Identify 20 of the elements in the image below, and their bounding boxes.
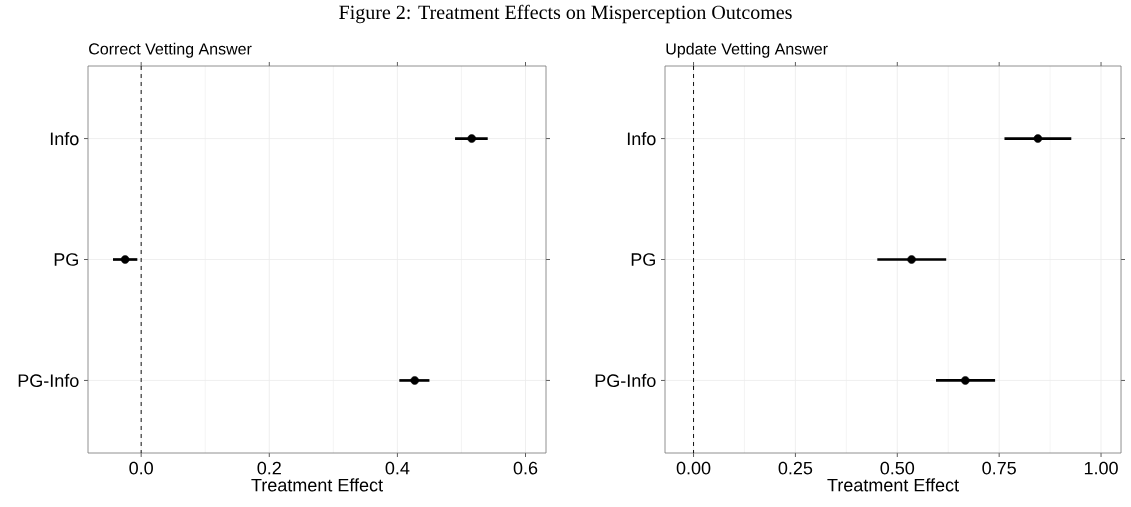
x-tick-label: 0.2 (257, 461, 281, 475)
x-tick-label: 1.00 (1084, 461, 1118, 475)
y-tick-label: PG (631, 253, 655, 266)
x-tick-label: 0.4 (385, 461, 410, 475)
y-tick-label: Info (627, 131, 656, 146)
chart-subtitle: Correct Vetting Answer (89, 42, 252, 58)
x-tick-label: 0.50 (880, 461, 915, 475)
x-axis-title: Treatment Effect (251, 478, 383, 492)
y-tick-label: PG-Info (18, 373, 79, 388)
x-tick-label: 0.25 (778, 461, 813, 475)
chart-subtitle: Update Vetting Answer (666, 42, 828, 58)
chart-title: Figure 2: Treatment Effects on Misperception Outcomes (339, 4, 792, 24)
y-tick-label: Info (50, 131, 79, 146)
x-tick-label: 0.00 (676, 461, 711, 475)
y-tick-label: PG-Info (595, 373, 656, 388)
x-axis-title: Treatment Effect (827, 478, 959, 492)
y-tick-label: PG (54, 253, 78, 266)
x-tick-label: 0.6 (513, 461, 538, 475)
x-tick-label: 0.0 (129, 461, 153, 475)
x-tick-label: 0.75 (982, 461, 1016, 475)
